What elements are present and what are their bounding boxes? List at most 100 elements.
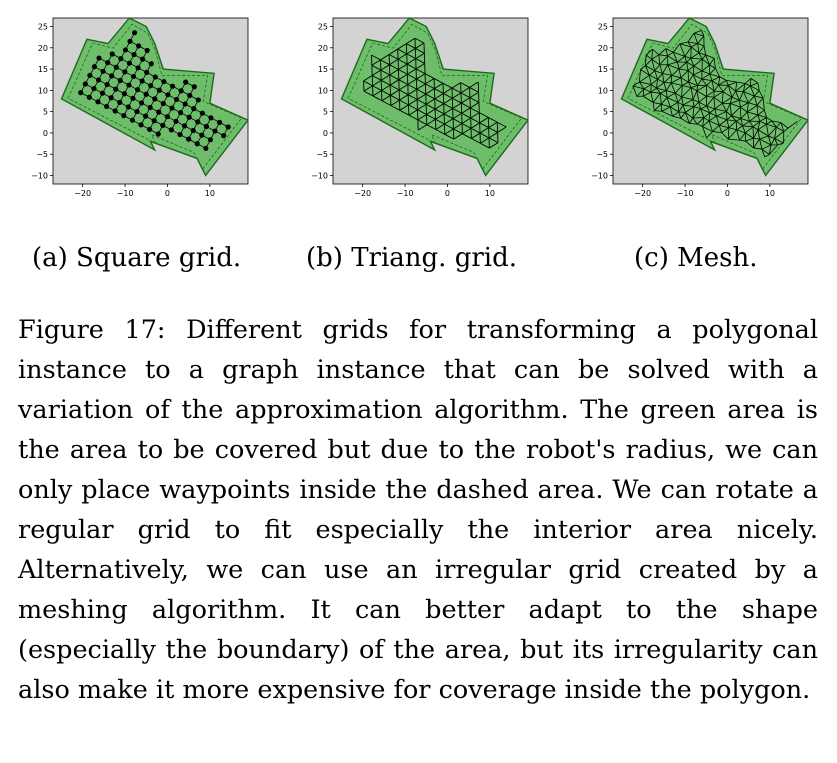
mesh-edge — [774, 127, 777, 139]
mesh-edge — [771, 120, 777, 128]
mesh-edge — [638, 69, 641, 83]
grid-edge — [443, 113, 454, 120]
grid-node — [138, 122, 144, 128]
mesh-edge — [667, 61, 678, 66]
grid-edge — [444, 118, 454, 125]
grid-node — [152, 96, 158, 102]
mesh-edge — [692, 90, 698, 100]
mesh-edge — [667, 55, 678, 63]
grid-edge — [380, 59, 390, 66]
grid-node — [113, 86, 119, 92]
grid-node — [147, 126, 153, 132]
mesh-edge — [740, 111, 748, 119]
mesh-edge — [766, 117, 773, 122]
mesh-edge — [709, 73, 720, 78]
grid-edge — [479, 117, 489, 124]
mesh-edge — [671, 75, 681, 79]
mesh-edge — [672, 115, 681, 119]
mesh-edge — [693, 32, 704, 37]
mesh-edge — [739, 100, 741, 108]
mesh-edge — [690, 52, 700, 59]
mesh-edge — [666, 90, 676, 94]
mesh-edge — [657, 78, 665, 84]
mesh-edge — [652, 92, 661, 103]
mesh-edge — [692, 117, 698, 125]
grid-edge — [451, 82, 461, 89]
mesh-edge — [752, 126, 759, 131]
mesh-edge — [766, 124, 769, 137]
mesh-edge — [705, 54, 710, 66]
mesh-edge — [689, 117, 694, 124]
mesh-edge — [726, 103, 731, 112]
grid-node — [147, 104, 153, 111]
mesh-edge — [697, 78, 703, 86]
grid-edge — [443, 93, 453, 99]
mesh-edge — [698, 96, 707, 103]
y-tick-label: −10 — [591, 171, 608, 180]
grid-edge — [425, 103, 436, 110]
grid-edge — [407, 68, 417, 75]
mesh-edge — [759, 120, 767, 125]
y-tick-label: 20 — [38, 44, 48, 53]
grid-edge — [388, 54, 399, 60]
mesh-edge — [714, 108, 717, 117]
mesh-edge — [709, 112, 717, 117]
grid-edge — [452, 102, 462, 109]
grid-node — [99, 90, 106, 96]
subcaption-c: (c) Mesh. — [634, 243, 758, 273]
mesh-edge — [702, 126, 713, 132]
panel-a-square-grid-plot: −20 −10 0 10 −10 −5 0 5 10 15 20 25 — [31, 17, 250, 198]
grid-edge — [460, 87, 470, 94]
mesh-edge — [660, 104, 663, 112]
grid-edge — [461, 97, 471, 104]
grid-edge — [408, 104, 418, 111]
mesh-edge — [706, 90, 715, 97]
mesh-edge — [749, 85, 755, 97]
mesh-edge — [697, 35, 705, 44]
y-tick-label: 10 — [38, 86, 48, 95]
mesh-edge — [692, 99, 700, 103]
grid-edge — [406, 37, 416, 45]
mesh-edge — [650, 91, 661, 94]
grid-edge — [407, 84, 417, 90]
mesh-edge — [678, 104, 684, 113]
grid-edge — [425, 83, 435, 90]
mesh-edge — [787, 120, 798, 129]
mesh-edge — [728, 127, 737, 131]
grid-edge — [470, 107, 480, 114]
mesh-edge — [684, 46, 692, 57]
mesh-edge — [759, 135, 769, 140]
mesh-edge — [656, 82, 665, 89]
mesh-edge — [677, 56, 686, 63]
mesh-edge — [667, 51, 674, 57]
mesh-edge — [753, 129, 759, 139]
mesh-edge — [649, 70, 656, 76]
mesh-edge — [780, 122, 785, 132]
grid-edge — [488, 121, 498, 129]
grid-node — [190, 127, 196, 134]
grid-edge — [426, 108, 436, 115]
mesh-edge — [753, 137, 760, 140]
grid-node — [169, 83, 176, 89]
mesh-edge — [736, 129, 746, 134]
mesh-edge — [665, 48, 674, 53]
mesh-edge — [739, 107, 742, 119]
mesh-edge — [680, 117, 690, 124]
mesh-edge — [757, 109, 765, 116]
mesh-edge — [677, 102, 680, 113]
grid-node — [131, 51, 137, 58]
grid-node — [165, 92, 171, 98]
mesh-edge — [752, 120, 761, 128]
grid-edge — [407, 88, 418, 96]
grid-edge — [453, 133, 463, 140]
waypoint-boundary-dashed — [347, 23, 523, 171]
grid-node — [225, 124, 231, 130]
mesh-edge — [654, 110, 662, 112]
grid-node — [208, 115, 214, 121]
grid-edge — [488, 132, 498, 139]
mesh-edge — [714, 90, 724, 93]
mesh-edge — [690, 87, 694, 100]
mesh-edge — [774, 138, 784, 144]
y-tick-label: 5 — [603, 108, 608, 117]
mesh-edge — [726, 79, 737, 83]
